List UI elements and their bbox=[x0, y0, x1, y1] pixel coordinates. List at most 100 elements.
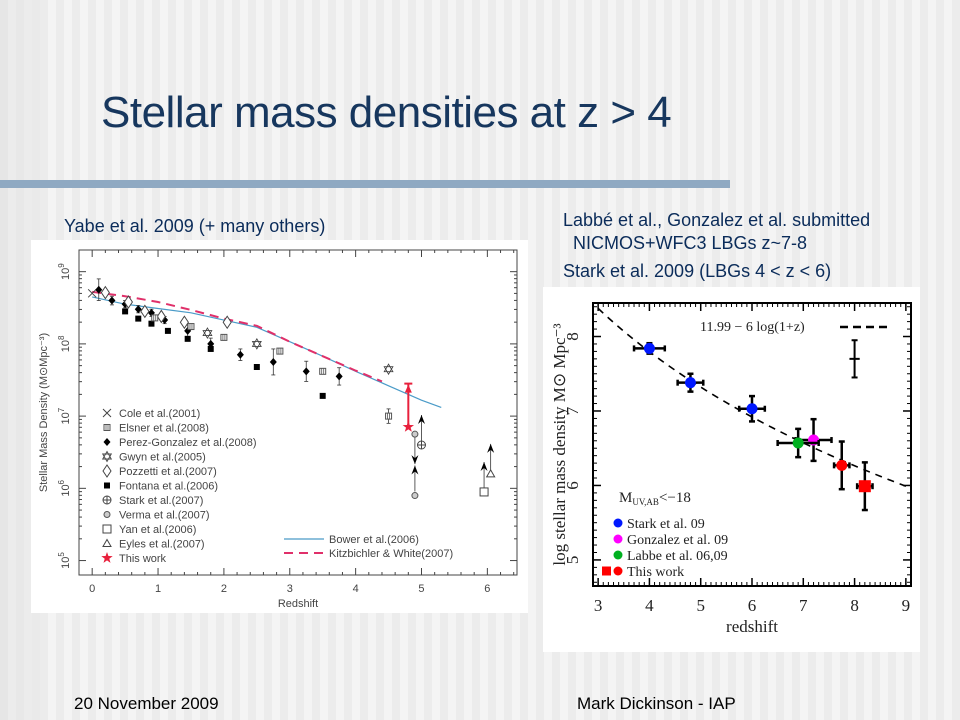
data-point bbox=[746, 403, 758, 415]
fit-line-label: 11.99 − 6 log(1+z) bbox=[700, 320, 805, 335]
legend-label: Stark et al. 09 bbox=[627, 517, 705, 532]
legend-label: This work bbox=[119, 553, 167, 565]
x-tick-label: 8 bbox=[850, 596, 859, 615]
data-point bbox=[108, 296, 116, 305]
y-tick-label: 6 bbox=[563, 481, 582, 490]
legend-marker bbox=[103, 424, 111, 431]
data-point bbox=[122, 308, 129, 315]
data-point bbox=[148, 320, 155, 327]
data-point bbox=[335, 372, 343, 381]
data-point bbox=[385, 412, 393, 420]
footer-date: 20 November 2009 bbox=[74, 694, 219, 713]
data-point bbox=[207, 339, 215, 348]
legend-label: This work bbox=[627, 565, 684, 580]
y-tick-label: 106 bbox=[57, 479, 72, 496]
data-point bbox=[236, 350, 244, 359]
legend-label: Eyles et al.(2007) bbox=[119, 539, 205, 551]
legend-marker bbox=[104, 482, 110, 489]
right-caption-line-3: Stark et al. 2009 (LBGs 4 < z < 6) bbox=[563, 261, 832, 281]
legend-marker bbox=[103, 511, 111, 518]
data-point bbox=[184, 335, 191, 342]
data-point bbox=[402, 420, 415, 432]
data-point bbox=[479, 487, 489, 497]
data-point bbox=[135, 315, 142, 322]
y-tick-label: 107 bbox=[57, 407, 72, 424]
legend-marker-cross bbox=[103, 496, 111, 504]
x-tick-label: 0 bbox=[89, 583, 95, 595]
x-tick-label: 1 bbox=[155, 583, 161, 595]
data-point bbox=[411, 430, 419, 438]
data-point bbox=[187, 323, 195, 331]
data-point bbox=[164, 327, 171, 334]
x-tick-label: 3 bbox=[287, 583, 293, 595]
legend-label: Fontana et al.(2006) bbox=[119, 481, 218, 493]
legend-marker bbox=[613, 550, 623, 560]
line-legend-label: Kitzbichler & White(2007) bbox=[329, 548, 453, 560]
data-point bbox=[123, 295, 133, 309]
legend-marker bbox=[613, 566, 623, 576]
legend-marker bbox=[102, 464, 112, 478]
yabe-mass-density-chart: 0 1 2 3 4 5 6 105 106 107 108 109 Redshift Stellar Ma… bbox=[38, 249, 518, 610]
legend-label: Labbe et al. 06,09 bbox=[627, 549, 728, 564]
legend-label: Verma et al.(2007) bbox=[119, 510, 210, 522]
data-point bbox=[100, 285, 110, 300]
x-tick-label: 4 bbox=[353, 583, 359, 595]
lbg-mass-density-chart: 3 4 5 6 7 8 9 5 6 7 8 redshift log stellar mass dens… bbox=[550, 302, 912, 636]
data-point bbox=[222, 315, 232, 330]
data-point bbox=[792, 437, 804, 449]
data-point bbox=[858, 480, 871, 493]
lower-limit-arrow bbox=[480, 461, 488, 471]
data-point bbox=[151, 314, 159, 322]
legend-marker bbox=[102, 408, 112, 418]
legend-label: Stark et al.(2007) bbox=[119, 495, 203, 507]
data-point bbox=[411, 492, 419, 500]
x-tick-label: 5 bbox=[418, 583, 424, 595]
data-point bbox=[276, 347, 284, 355]
legend-marker bbox=[613, 518, 623, 528]
data-point bbox=[87, 288, 97, 298]
data-point bbox=[319, 392, 326, 399]
x-tick-label: 6 bbox=[748, 596, 757, 615]
data-point bbox=[220, 333, 228, 341]
legend-marker bbox=[103, 438, 111, 446]
data-point bbox=[134, 305, 142, 314]
x-tick-label: 4 bbox=[645, 596, 654, 615]
y-tick-label: 8 bbox=[563, 332, 582, 341]
lower-limit-arrow bbox=[417, 415, 425, 424]
x-tick-label: 6 bbox=[484, 583, 490, 595]
data-point bbox=[179, 315, 189, 330]
x-axis-label: Redshift bbox=[278, 598, 318, 610]
legend-label: Elsner et al.(2008) bbox=[119, 423, 209, 435]
plot-frame bbox=[78, 249, 518, 576]
legend-marker-square bbox=[602, 566, 611, 576]
data-point bbox=[836, 459, 848, 471]
data-point bbox=[95, 285, 103, 294]
x-tick-label: 7 bbox=[799, 596, 808, 615]
lower-limit-arrow bbox=[411, 465, 419, 475]
data-point bbox=[383, 363, 394, 376]
y-tick-label: 108 bbox=[57, 335, 72, 352]
x-tick-label: 9 bbox=[902, 596, 911, 615]
legend-marker bbox=[613, 534, 623, 544]
model-line-1 bbox=[92, 290, 383, 383]
y-tick-label: 105 bbox=[57, 552, 72, 569]
footer-author: Mark Dickinson - IAP bbox=[577, 694, 736, 713]
x-axis-label: redshift bbox=[726, 617, 778, 636]
legend-marker bbox=[102, 524, 112, 534]
data-point bbox=[269, 357, 277, 366]
y-tick-label: 7 bbox=[563, 406, 582, 415]
data-point bbox=[485, 468, 496, 478]
right-chart-panel: 3 4 5 6 7 8 9 5 6 7 8 redshift log stellar mass dens… bbox=[543, 287, 920, 652]
y-tick-label: 5 bbox=[563, 556, 582, 565]
legend-label: Gonzalez et al. 09 bbox=[627, 533, 728, 548]
legend-label: Perez-Gonzalez et al.(2008) bbox=[119, 437, 257, 449]
data-point bbox=[319, 367, 327, 375]
line-legend-label: Bower et al.(2006) bbox=[329, 534, 419, 546]
left-chart-caption: Yabe et al. 2009 (+ many others) bbox=[64, 216, 326, 236]
lower-limit-arrow bbox=[487, 443, 495, 453]
data-point bbox=[207, 345, 214, 352]
data-point bbox=[643, 342, 655, 354]
legend-label: Pozzetti et al.(2007) bbox=[119, 466, 217, 478]
slide-title: Stellar mass densities at z > 4 bbox=[101, 88, 672, 137]
data-point bbox=[140, 304, 150, 319]
